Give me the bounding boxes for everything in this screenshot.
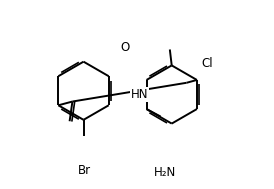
Text: O: O — [121, 41, 130, 54]
Text: HN: HN — [131, 88, 149, 101]
Text: Cl: Cl — [202, 57, 213, 70]
Text: H₂N: H₂N — [154, 166, 176, 179]
Text: Br: Br — [78, 164, 91, 177]
